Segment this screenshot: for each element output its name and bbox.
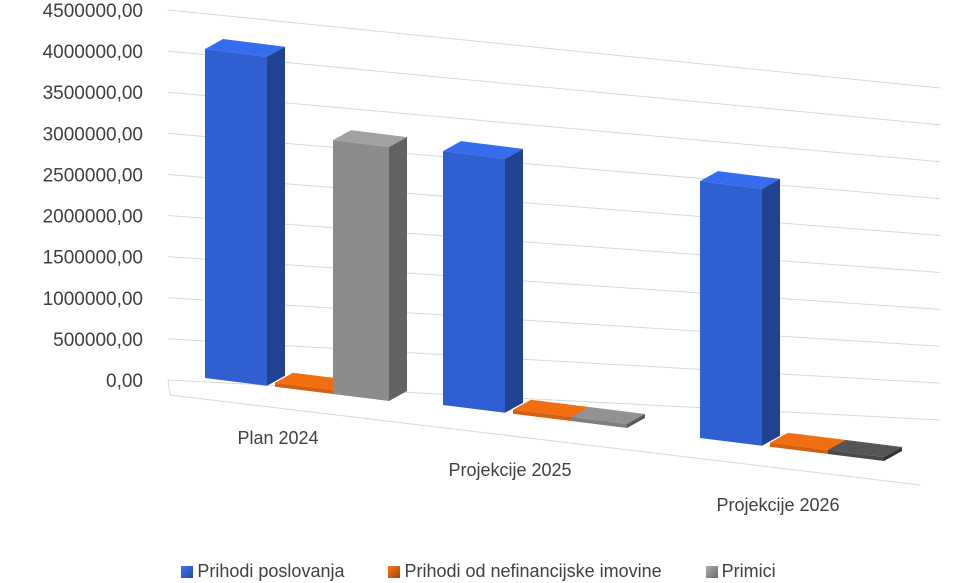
bar-top-face [571,407,645,424]
bar-side-face [627,414,645,428]
bar-top-face [770,432,846,450]
gridline [167,50,941,126]
bar-1-2 [443,141,523,413]
bar-front-face [571,417,627,428]
bar-top-face [205,39,285,57]
bar-top-face [333,130,407,148]
bar-side-face [884,447,902,461]
legend-swatch [181,565,194,578]
y-tick-label: 1000000,00 [43,289,143,310]
gridline [167,9,941,89]
x-axis-labels: Plan 2024 Projekcije 2025 Projekcije 2026 [237,428,839,515]
legend-item: Prihodi poslovanja [181,560,344,583]
y-tick-label: 3000000,00 [43,124,143,145]
gridline [167,297,941,347]
gridline [167,173,941,237]
bar-top-face [513,399,589,417]
bar-top-face [443,141,523,159]
bar-front-face [333,140,389,401]
y-tick-label: 4000000,00 [43,42,143,63]
gridlines [167,9,941,486]
legend-swatch [388,565,401,578]
category-label: Plan 2024 [237,428,318,448]
bar-front-face [828,450,884,461]
y-tick-label: 0,00 [106,371,143,392]
category-label: Projekcije 2026 [716,495,839,515]
bar-1-1 [205,39,285,386]
category-label: Projekcije 2025 [448,460,571,480]
bar-top-face [700,171,780,189]
bar-front-face [513,409,571,421]
bar-front-face [770,442,828,454]
bar-3-2 [571,407,645,428]
gridline [167,132,941,200]
bars [205,39,902,461]
legend-item: Primici [705,560,776,583]
y-tick-label: 500000,00 [53,330,143,351]
floor-front-edge [169,394,921,486]
gridline [167,256,941,310]
y-tick-label: 4500000,00 [43,1,143,22]
bar-3-3 [828,440,902,461]
bar-side-face [389,137,407,401]
y-tick-label: 3500000,00 [43,83,143,104]
chart-plot: 0,00 500000,00 1000000,00 1500000,00 2000000… [43,1,941,515]
legend-swatch [705,565,718,578]
gridline [167,338,941,384]
bar-front-face [443,151,505,413]
y-tick-label: 2500000,00 [43,165,143,186]
floor-left-edge [167,379,171,396]
bar-top-face [828,440,902,457]
bar-front-face [700,181,762,446]
legend-item: Prihodi od nefinancijske imovine [388,560,662,583]
y-axis-ticks: 0,00 500000,00 1000000,00 1500000,00 2000000… [43,1,143,392]
y-tick-label: 2000000,00 [43,207,143,228]
bar-front-face [275,382,333,394]
bar-1-3 [700,171,780,446]
bar-3-1 [333,130,407,401]
bar-front-face [205,49,267,386]
bar-side-face [267,46,285,386]
legend-label: Prihodi od nefinancijske imovine [404,561,662,581]
legend-label: Primici [721,561,776,581]
legend-label: Prihodi poslovanja [197,561,345,581]
gridline [167,91,941,163]
bar-top-face [275,372,351,390]
legend: Prihodi poslovanja Prihodi od nefinancijs… [0,560,957,583]
gridline [167,215,941,273]
y-tick-label: 1500000,00 [43,248,143,269]
bar-side-face [505,148,523,413]
bar-side-face [762,178,780,446]
